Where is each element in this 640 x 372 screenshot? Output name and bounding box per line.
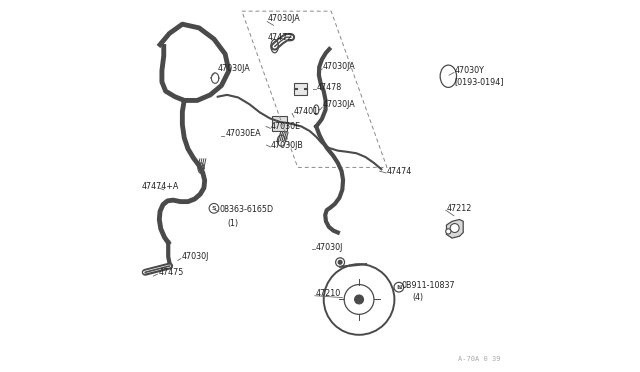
Text: 47030J: 47030J (316, 243, 343, 252)
Text: 0B911-10837: 0B911-10837 (402, 281, 456, 290)
Text: N: N (396, 285, 401, 290)
Text: 47030JB: 47030JB (271, 141, 304, 150)
Text: 47478: 47478 (317, 83, 342, 92)
Text: 47030EA: 47030EA (225, 129, 260, 138)
Text: 47030E: 47030E (271, 122, 301, 131)
Text: 47030JA: 47030JA (267, 14, 300, 23)
Text: (1): (1) (228, 219, 239, 228)
Text: 47472: 47472 (267, 33, 292, 42)
Text: 47474: 47474 (387, 167, 412, 176)
Text: 47030J: 47030J (182, 252, 209, 261)
Circle shape (355, 295, 364, 304)
Text: 47475: 47475 (158, 268, 184, 277)
FancyBboxPatch shape (294, 83, 307, 95)
Text: (4): (4) (412, 293, 424, 302)
Polygon shape (447, 219, 463, 238)
Text: 08363-6165D: 08363-6165D (220, 205, 274, 214)
Text: 47210: 47210 (316, 289, 340, 298)
Text: [0193-0194]: [0193-0194] (454, 77, 504, 86)
Text: S: S (212, 206, 216, 211)
Circle shape (338, 260, 342, 264)
Text: 47030JA: 47030JA (323, 62, 356, 71)
Text: 47030JA: 47030JA (218, 64, 250, 73)
Text: 47401: 47401 (294, 107, 319, 116)
Circle shape (445, 229, 451, 234)
Circle shape (450, 224, 459, 232)
Text: 47030Y: 47030Y (454, 66, 484, 75)
Text: 47212: 47212 (447, 204, 472, 213)
Text: 47474+A: 47474+A (141, 182, 179, 190)
Text: 47030JA: 47030JA (323, 100, 356, 109)
FancyBboxPatch shape (271, 116, 287, 131)
Text: A-70A 0 39: A-70A 0 39 (458, 356, 500, 362)
